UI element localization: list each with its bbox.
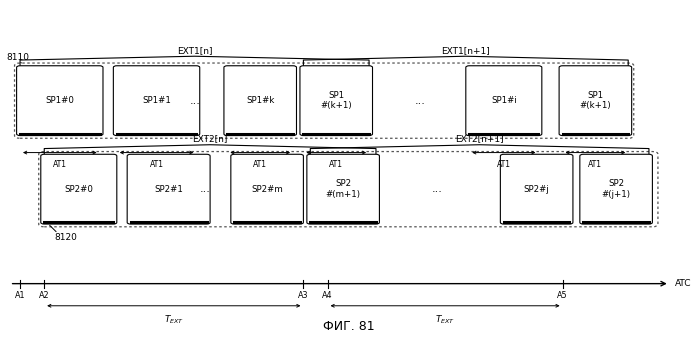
- FancyBboxPatch shape: [113, 66, 200, 136]
- Text: SP1#k: SP1#k: [246, 96, 274, 105]
- Text: SP1
#(k+1): SP1 #(k+1): [320, 91, 352, 110]
- Text: SP1#1: SP1#1: [142, 96, 171, 105]
- Text: ФИГ. 81: ФИГ. 81: [322, 320, 374, 333]
- Text: $T_{EXT}$: $T_{EXT}$: [164, 313, 184, 326]
- Text: EXT2[n+1]: EXT2[n+1]: [455, 134, 504, 143]
- Text: A4: A4: [322, 291, 333, 300]
- Text: A2: A2: [39, 291, 50, 300]
- Text: AT1: AT1: [149, 160, 163, 169]
- Text: A3: A3: [298, 291, 309, 300]
- Text: $T_{EXT}$: $T_{EXT}$: [435, 313, 455, 326]
- FancyBboxPatch shape: [300, 66, 373, 136]
- Text: SP1#i: SP1#i: [491, 96, 517, 105]
- Text: SP2
#(m+1): SP2 #(m+1): [326, 180, 361, 199]
- FancyBboxPatch shape: [307, 154, 380, 224]
- Text: SP1#0: SP1#0: [45, 96, 74, 105]
- Text: 8110: 8110: [6, 53, 29, 62]
- Text: A5: A5: [557, 291, 568, 300]
- Text: AT1: AT1: [53, 160, 67, 169]
- FancyBboxPatch shape: [224, 66, 297, 136]
- Text: ...: ...: [200, 184, 211, 194]
- Text: ...: ...: [415, 95, 426, 106]
- Text: SP2#0: SP2#0: [64, 185, 94, 194]
- FancyBboxPatch shape: [466, 66, 542, 136]
- Text: 8120: 8120: [54, 233, 77, 242]
- FancyBboxPatch shape: [580, 154, 653, 224]
- FancyBboxPatch shape: [559, 66, 632, 136]
- FancyBboxPatch shape: [17, 66, 103, 136]
- FancyBboxPatch shape: [127, 154, 210, 224]
- Text: AT1: AT1: [329, 160, 343, 169]
- Text: AT1: AT1: [253, 160, 267, 169]
- Text: SP2
#(j+1): SP2 #(j+1): [602, 180, 630, 199]
- Text: AT1: AT1: [588, 160, 602, 169]
- Text: ATC: ATC: [674, 279, 691, 288]
- Text: SP2#j: SP2#j: [524, 185, 549, 194]
- Text: SP2#1: SP2#1: [154, 185, 183, 194]
- Text: EXT1[n+1]: EXT1[n+1]: [441, 46, 490, 55]
- Text: EXT2[n]: EXT2[n]: [193, 134, 228, 143]
- Text: AT1: AT1: [497, 160, 511, 169]
- Text: A1: A1: [15, 291, 25, 300]
- FancyBboxPatch shape: [231, 154, 304, 224]
- Text: SP1
#(k+1): SP1 #(k+1): [579, 91, 611, 110]
- Text: ...: ...: [431, 184, 443, 194]
- Text: EXT1[n]: EXT1[n]: [177, 46, 212, 55]
- FancyBboxPatch shape: [40, 154, 117, 224]
- Text: ...: ...: [189, 95, 200, 106]
- Text: SP2#m: SP2#m: [251, 185, 283, 194]
- FancyBboxPatch shape: [500, 154, 573, 224]
